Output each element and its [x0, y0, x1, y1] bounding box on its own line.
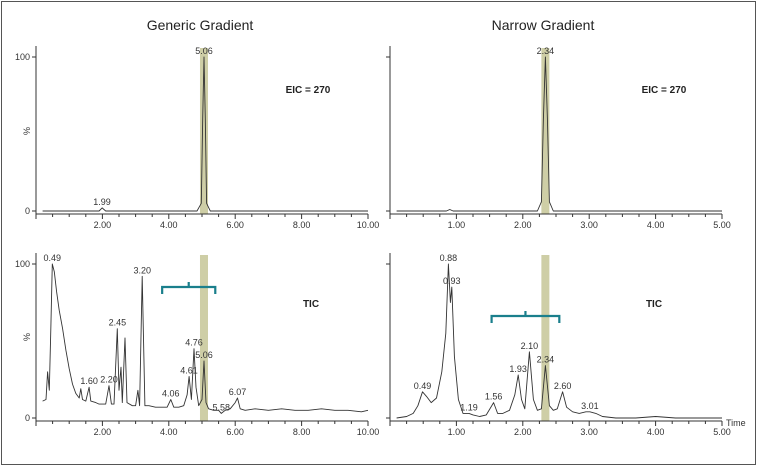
peak-label: 5.58	[212, 402, 230, 412]
highlight-band	[199, 48, 208, 214]
x-tick-label: 4.00	[647, 220, 665, 230]
bracket-marker	[490, 311, 561, 323]
x-tick-label: 6.00	[226, 220, 244, 230]
highlight-band	[541, 255, 550, 421]
peak-label: 1.56	[485, 392, 503, 402]
peak-label: 4.76	[185, 338, 203, 348]
peak-label: 0.49	[414, 381, 432, 391]
chart-annotation: EIC = 270	[642, 85, 687, 96]
bracket-marker	[161, 282, 217, 294]
series-line	[396, 263, 722, 419]
peak-label: 2.45	[109, 318, 127, 328]
chart-annotation: EIC = 270	[286, 85, 331, 96]
x-tick-label: 1.00	[448, 220, 466, 230]
highlight-band	[541, 48, 550, 214]
peak-label: 3.20	[133, 265, 151, 275]
peak-label: 0.93	[443, 276, 461, 286]
chart-title: Generic Gradient	[147, 17, 254, 33]
peak-label: 5.06	[195, 350, 213, 360]
x-tick-label: 2.00	[514, 220, 532, 230]
y-tick-label: 100	[15, 259, 30, 269]
peak-label: 6.07	[229, 387, 247, 397]
x-tick-label: 3.00	[580, 220, 598, 230]
peak-label: 3.01	[581, 401, 599, 411]
y-axis-label: %	[22, 127, 32, 135]
y-tick-label: 0	[25, 206, 30, 216]
chart-title: Narrow Gradient	[492, 17, 595, 33]
chart-annotation: TIC	[646, 299, 662, 310]
y-tick-label: 100	[15, 52, 30, 62]
x-tick-label: 2.00	[94, 220, 112, 230]
x-tick-label: 5.00	[713, 427, 731, 437]
x-tick-label: 3.00	[580, 427, 598, 437]
peak-label: 2.34	[537, 46, 555, 56]
x-tick-label: 8.00	[293, 220, 311, 230]
x-tick-label: 10.00	[357, 220, 380, 230]
peak-label: 5.06	[195, 46, 213, 56]
x-tick-label: 2.00	[94, 427, 112, 437]
peak-label: 1.99	[93, 197, 111, 207]
x-tick-label: 6.00	[226, 427, 244, 437]
peak-label: 4.61	[180, 365, 198, 375]
series-line	[396, 56, 722, 212]
x-tick-label: 4.00	[160, 220, 178, 230]
peak-label: 2.10	[521, 341, 539, 351]
peak-label: 0.88	[440, 253, 458, 263]
x-tick-label: 4.00	[160, 427, 178, 437]
x-tick-label: 2.00	[514, 427, 532, 437]
x-tick-label: 10.00	[357, 427, 380, 437]
peak-label: 1.19	[460, 402, 478, 412]
y-tick-label: 0	[25, 413, 30, 423]
chart-annotation: TIC	[303, 299, 319, 310]
x-tick-label: 1.00	[448, 427, 466, 437]
x-tick-label: 8.00	[293, 427, 311, 437]
peak-label: 1.93	[509, 364, 527, 374]
series-line	[42, 263, 369, 414]
peak-label: 2.60	[554, 381, 572, 391]
y-axis-label: %	[22, 333, 32, 341]
x-tick-label: 5.00	[713, 220, 731, 230]
highlight-band	[199, 255, 208, 421]
x-tick-label: 4.00	[647, 427, 665, 437]
peak-label: 4.06	[162, 389, 180, 399]
peak-label: 2.20	[100, 375, 118, 385]
peak-label: 2.34	[537, 355, 555, 365]
peak-label: 0.49	[44, 253, 62, 263]
series-line	[42, 56, 368, 212]
x-axis-label: Time	[726, 418, 746, 428]
peak-label: 1.60	[80, 376, 98, 386]
